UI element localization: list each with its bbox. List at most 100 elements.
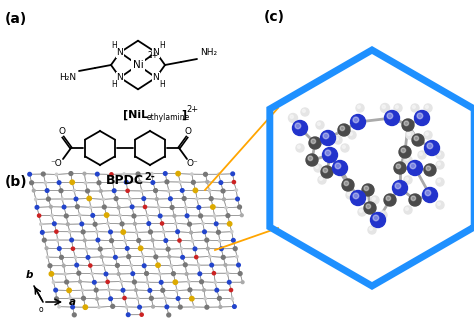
Circle shape <box>203 230 206 234</box>
Circle shape <box>230 230 233 233</box>
Circle shape <box>358 208 366 216</box>
Circle shape <box>235 189 237 191</box>
Circle shape <box>219 181 223 184</box>
Circle shape <box>404 121 409 126</box>
Circle shape <box>290 115 293 118</box>
Circle shape <box>100 190 102 192</box>
Text: 2+: 2+ <box>148 51 159 60</box>
Circle shape <box>210 197 213 201</box>
Circle shape <box>417 113 423 119</box>
Circle shape <box>89 264 92 267</box>
Circle shape <box>148 289 152 292</box>
Circle shape <box>54 288 57 292</box>
Circle shape <box>93 222 97 226</box>
Circle shape <box>192 306 195 308</box>
Circle shape <box>404 156 412 164</box>
Circle shape <box>371 212 385 228</box>
Circle shape <box>117 206 120 209</box>
Circle shape <box>116 264 119 267</box>
Text: [NiL: [NiL <box>123 110 148 120</box>
Circle shape <box>131 272 135 276</box>
Text: (a): (a) <box>5 12 27 26</box>
Circle shape <box>163 231 165 233</box>
Text: 2-: 2- <box>144 172 155 182</box>
Circle shape <box>126 306 128 308</box>
Circle shape <box>411 196 416 201</box>
Circle shape <box>185 206 187 209</box>
Circle shape <box>348 131 356 139</box>
Circle shape <box>438 152 440 156</box>
Circle shape <box>104 272 108 276</box>
Circle shape <box>387 113 393 119</box>
Circle shape <box>232 180 236 184</box>
Circle shape <box>425 132 428 135</box>
Circle shape <box>209 189 211 192</box>
Circle shape <box>77 271 81 275</box>
Circle shape <box>81 289 83 292</box>
Text: (c): (c) <box>264 10 285 24</box>
Circle shape <box>100 255 103 258</box>
Circle shape <box>406 131 414 139</box>
Circle shape <box>218 173 220 175</box>
Circle shape <box>42 238 46 242</box>
Circle shape <box>419 152 422 156</box>
Circle shape <box>342 179 354 191</box>
Circle shape <box>410 163 416 169</box>
Circle shape <box>426 166 430 171</box>
Circle shape <box>185 273 188 275</box>
Circle shape <box>236 255 238 258</box>
Circle shape <box>132 214 136 218</box>
Circle shape <box>151 239 154 242</box>
Circle shape <box>154 255 158 259</box>
Circle shape <box>334 136 342 144</box>
Text: 2+: 2+ <box>186 106 198 115</box>
Circle shape <box>106 280 109 284</box>
Circle shape <box>56 239 59 241</box>
Circle shape <box>229 288 233 292</box>
Circle shape <box>347 192 350 196</box>
Circle shape <box>180 247 182 250</box>
Circle shape <box>228 280 231 284</box>
Circle shape <box>64 214 68 218</box>
Circle shape <box>172 272 175 276</box>
Circle shape <box>140 190 143 192</box>
Circle shape <box>55 173 58 176</box>
Circle shape <box>181 188 184 192</box>
Circle shape <box>344 181 348 186</box>
Circle shape <box>84 181 87 184</box>
Circle shape <box>196 198 198 200</box>
Circle shape <box>394 104 402 112</box>
Circle shape <box>83 305 88 309</box>
Circle shape <box>236 197 239 201</box>
Circle shape <box>152 305 155 308</box>
Circle shape <box>134 222 137 225</box>
Circle shape <box>91 214 94 217</box>
Circle shape <box>149 296 153 300</box>
Text: NH₂: NH₂ <box>200 48 217 57</box>
Circle shape <box>44 181 46 184</box>
Circle shape <box>223 198 226 201</box>
Circle shape <box>124 239 127 242</box>
Circle shape <box>87 196 91 201</box>
Text: ⁻O: ⁻O <box>50 158 62 167</box>
Circle shape <box>123 173 125 175</box>
Circle shape <box>411 104 419 112</box>
Circle shape <box>133 280 137 284</box>
Circle shape <box>74 197 78 201</box>
Circle shape <box>59 189 63 193</box>
Circle shape <box>67 288 71 292</box>
Circle shape <box>120 280 122 283</box>
Text: o: o <box>39 305 43 314</box>
Circle shape <box>191 240 194 242</box>
Circle shape <box>202 289 205 292</box>
Circle shape <box>195 256 198 259</box>
Circle shape <box>120 222 124 226</box>
Circle shape <box>205 238 209 242</box>
Circle shape <box>424 131 432 139</box>
Circle shape <box>364 186 369 191</box>
Circle shape <box>422 188 438 203</box>
Circle shape <box>91 272 93 275</box>
Circle shape <box>136 172 140 176</box>
Circle shape <box>425 140 439 156</box>
Circle shape <box>436 201 444 209</box>
